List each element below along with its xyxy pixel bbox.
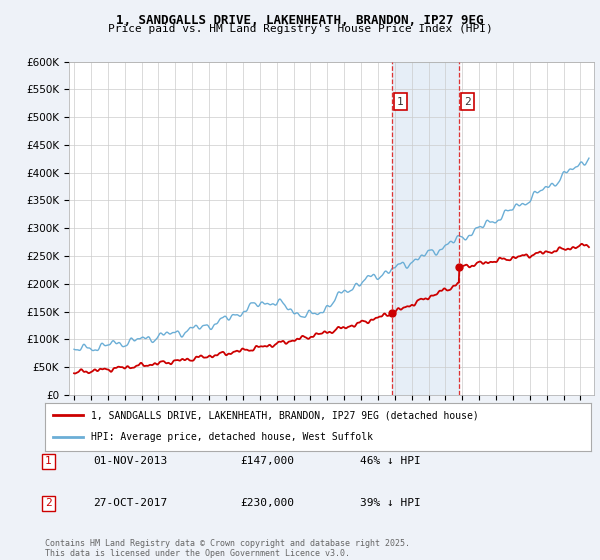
Text: HPI: Average price, detached house, West Suffolk: HPI: Average price, detached house, West… bbox=[91, 432, 373, 442]
Bar bbox=[392, 62, 459, 395]
Text: 2: 2 bbox=[45, 498, 52, 508]
Text: 01-NOV-2013: 01-NOV-2013 bbox=[93, 456, 167, 466]
Text: 46% ↓ HPI: 46% ↓ HPI bbox=[360, 456, 421, 466]
Text: £147,000: £147,000 bbox=[240, 456, 294, 466]
Text: 1: 1 bbox=[397, 96, 404, 106]
Text: £230,000: £230,000 bbox=[240, 498, 294, 508]
Text: 2: 2 bbox=[464, 96, 471, 106]
Text: Contains HM Land Registry data © Crown copyright and database right 2025.
This d: Contains HM Land Registry data © Crown c… bbox=[45, 539, 410, 558]
Text: 39% ↓ HPI: 39% ↓ HPI bbox=[360, 498, 421, 508]
Text: 1: 1 bbox=[45, 456, 52, 466]
Text: Price paid vs. HM Land Registry's House Price Index (HPI): Price paid vs. HM Land Registry's House … bbox=[107, 24, 493, 34]
Text: 27-OCT-2017: 27-OCT-2017 bbox=[93, 498, 167, 508]
Text: 1, SANDGALLS DRIVE, LAKENHEATH, BRANDON, IP27 9EG: 1, SANDGALLS DRIVE, LAKENHEATH, BRANDON,… bbox=[116, 14, 484, 27]
Text: 1, SANDGALLS DRIVE, LAKENHEATH, BRANDON, IP27 9EG (detached house): 1, SANDGALLS DRIVE, LAKENHEATH, BRANDON,… bbox=[91, 410, 479, 420]
